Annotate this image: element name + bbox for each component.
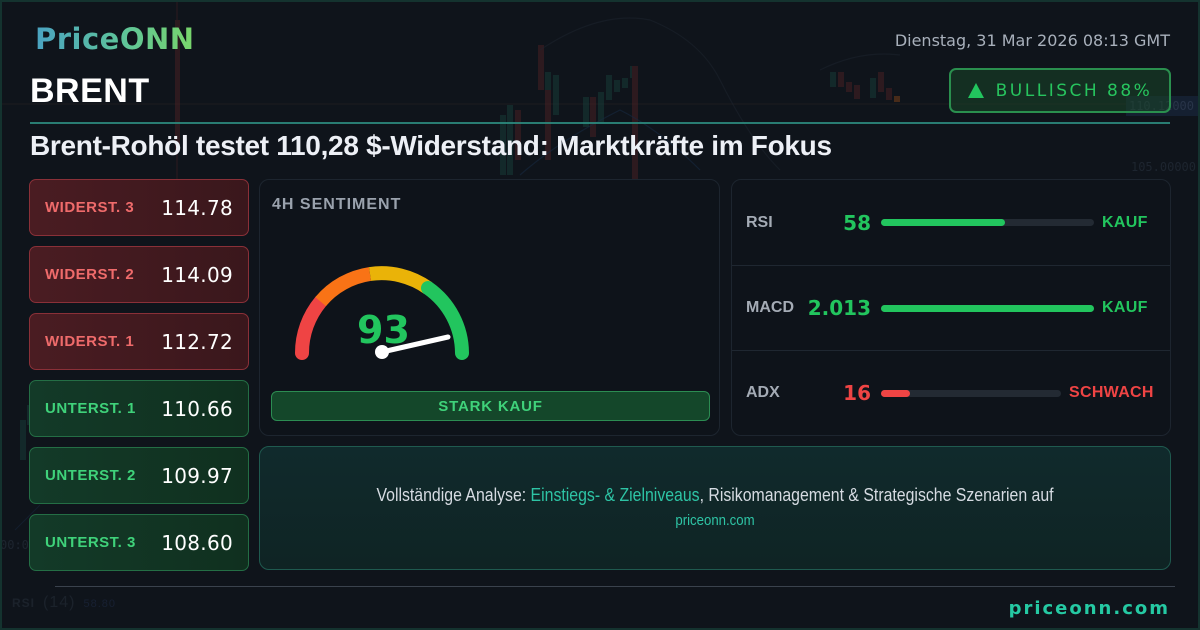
indicator-bar-fill xyxy=(881,304,1094,312)
level-label: WIDERST. 3 xyxy=(45,199,135,216)
level-value: 112.72 xyxy=(161,329,233,354)
level-value: 108.60 xyxy=(161,530,233,555)
level-label: UNTERST. 3 xyxy=(45,534,136,551)
indicators-card: RSI 58 KAUF MACD 2.013 KAUF ADX 16 SCHWA… xyxy=(731,179,1171,436)
footer-divider xyxy=(55,586,1175,587)
indicator-bar xyxy=(881,219,1094,226)
rsi-pane-period: (14) xyxy=(43,594,76,611)
indicator-bar xyxy=(881,389,1061,397)
rsi-pane-value: 58.80 xyxy=(83,598,116,610)
indicator-name: MACD xyxy=(746,299,794,316)
indicator-signal: KAUF xyxy=(1102,299,1148,316)
indicator-signal: KAUF xyxy=(1102,213,1148,231)
indicator-name: RSI xyxy=(746,213,773,231)
footer-url-link[interactable]: priceonn.com xyxy=(1008,598,1170,619)
indicator-row-adx: ADX 16 SCHWACH xyxy=(732,350,1170,435)
bias-badge: BULLISCH 88% xyxy=(949,68,1171,113)
cta-suffix: , Risikomanagement & Strategische Szenar… xyxy=(699,485,1054,505)
sentiment-card: 4H SENTIMENT 93 STARK KAUF xyxy=(259,179,720,436)
resistance-level-2: WIDERST. 2 114.09 xyxy=(29,246,249,303)
gauge-needle xyxy=(379,334,451,355)
resistance-level-1: WIDERST. 1 112.72 xyxy=(29,313,249,370)
support-level-3: UNTERST. 3 108.60 xyxy=(29,514,249,571)
sentiment-signal-badge: STARK KAUF xyxy=(271,391,710,421)
sentiment-score: 93 xyxy=(357,308,410,352)
support-level-2: UNTERST. 2 109.97 xyxy=(29,447,249,504)
cta-text: Vollständige Analyse: Einstiegs- & Zieln… xyxy=(315,485,1116,506)
indicator-row-rsi: RSI 58 KAUF xyxy=(732,180,1170,265)
sentiment-gauge-icon xyxy=(294,266,469,360)
header-divider xyxy=(30,122,1170,124)
cta-prefix: Vollständige Analyse: xyxy=(376,485,531,505)
indicator-bar-fill xyxy=(881,219,1005,226)
support-level-1: UNTERST. 1 110.66 xyxy=(29,380,249,437)
level-label: UNTERST. 2 xyxy=(45,467,136,484)
time-axis-label: 00:0 xyxy=(0,538,29,552)
resistance-level-3: WIDERST. 3 114.78 xyxy=(29,179,249,236)
indicator-signal: SCHWACH xyxy=(1069,384,1154,401)
instrument-symbol: BRENT xyxy=(30,72,150,110)
timestamp: Dienstag, 31 Mar 2026 08:13 GMT xyxy=(894,31,1170,50)
indicator-row-macd: MACD 2.013 KAUF xyxy=(732,265,1170,350)
indicator-value: 16 xyxy=(843,381,871,405)
level-value: 109.97 xyxy=(161,463,233,488)
bias-label: BULLISCH 88% xyxy=(995,80,1153,101)
level-value: 114.09 xyxy=(161,262,233,287)
level-value: 114.78 xyxy=(161,195,233,220)
indicator-name: ADX xyxy=(746,384,780,401)
rsi-pane-name: RSI xyxy=(12,596,36,610)
cta-url-link[interactable]: priceonn.com xyxy=(675,512,755,529)
sentiment-title: 4H SENTIMENT xyxy=(272,196,402,213)
level-label: UNTERST. 1 xyxy=(45,400,136,417)
rsi-pane-label: RSI (14) 58.80 xyxy=(12,594,116,612)
price-axis-label: 105.00000 xyxy=(1130,160,1196,174)
analysis-cta[interactable]: Vollständige Analyse: Einstiegs- & Zieln… xyxy=(259,446,1171,570)
level-label: WIDERST. 1 xyxy=(45,333,135,350)
cta-highlight-link[interactable]: Einstiegs- & Zielniveaus xyxy=(530,485,700,505)
indicator-value: 58 xyxy=(843,210,871,235)
page-title: Brent-Rohöl testet 110,28 $-Widerstand: … xyxy=(30,130,832,161)
level-value: 110.66 xyxy=(161,396,233,421)
brand-logo[interactable]: PriceONN xyxy=(35,22,195,56)
price-levels: WIDERST. 3 114.78 WIDERST. 2 114.09 WIDE… xyxy=(29,179,249,581)
triangle-up-icon xyxy=(967,83,984,98)
indicator-value: 2.013 xyxy=(807,296,871,320)
level-label: WIDERST. 2 xyxy=(45,266,135,283)
indicator-bar xyxy=(881,304,1094,312)
indicator-bar-fill xyxy=(881,389,910,397)
